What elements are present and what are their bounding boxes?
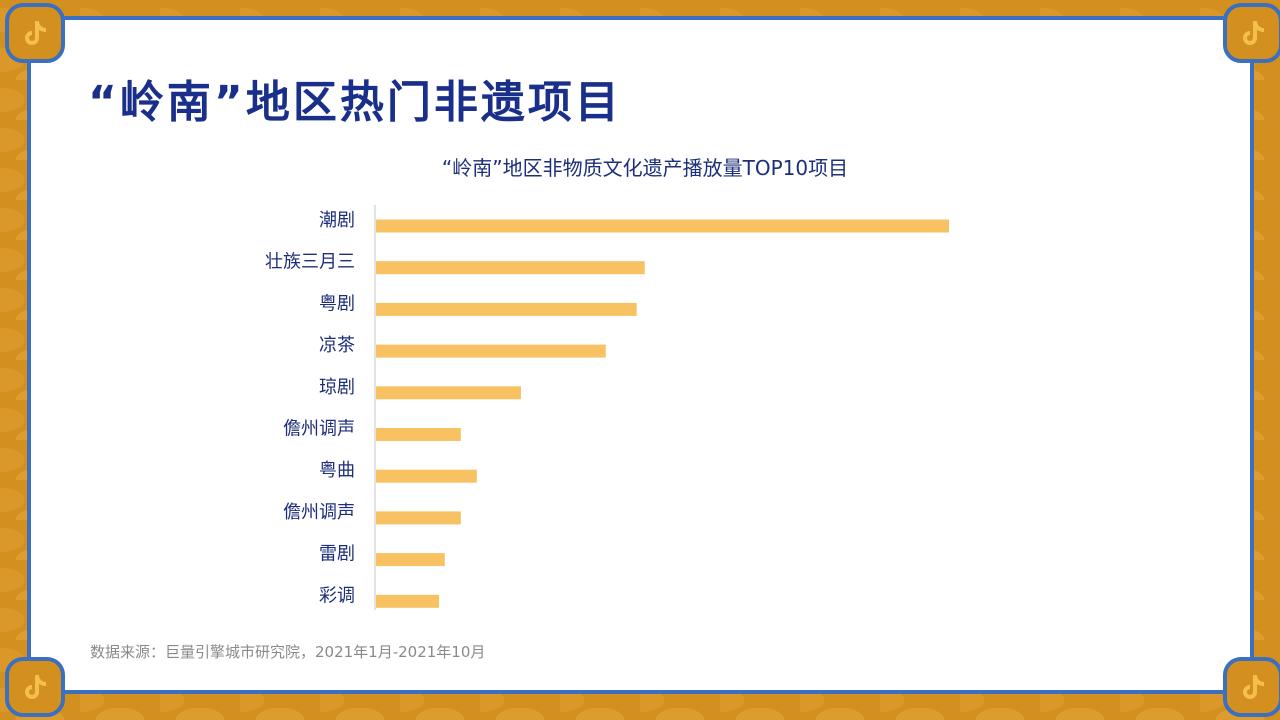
tiktok-note-icon: [1243, 21, 1264, 45]
category-label-3: 凉茶: [319, 335, 355, 356]
tiktok-note-icon: [25, 21, 46, 45]
category-label-0: 潮剧: [319, 210, 355, 231]
page-title: “岭南”地区热门非遗项目: [88, 77, 622, 128]
bar-2: [376, 302, 637, 316]
tiktok-note-icon: [1243, 675, 1264, 699]
content-panel: [27, 16, 1254, 694]
corner-badge-top-left: [5, 3, 65, 63]
chart-title: “岭南”地区非物质文化遗产播放量TOP10项目: [441, 156, 849, 180]
corner-badge-top-right: [1223, 3, 1280, 63]
bar-8: [376, 553, 445, 567]
category-label-7: 儋州调声: [283, 502, 355, 523]
bar-7: [376, 511, 461, 525]
bar-0: [376, 219, 949, 233]
category-label-8: 雷剧: [319, 544, 355, 565]
category-label-2: 粤剧: [319, 293, 355, 314]
bar-5: [376, 428, 461, 441]
category-label-9: 彩调: [319, 585, 355, 606]
category-label-1: 壮族三月三: [265, 252, 355, 273]
category-label-5: 儋州调声: [283, 419, 355, 440]
category-label-4: 琼剧: [319, 377, 355, 398]
bar-4: [376, 386, 521, 400]
tiktok-note-icon: [25, 675, 46, 699]
bar-9: [376, 594, 440, 608]
category-label-6: 粤曲: [319, 460, 355, 481]
bar-1: [376, 261, 645, 275]
data-source: 数据来源：巨量引擎城市研究院，2021年1月-2021年10月: [90, 643, 486, 661]
bar-6: [376, 469, 477, 483]
corner-badge-bottom-left: [5, 657, 65, 717]
bar-3: [376, 344, 606, 358]
